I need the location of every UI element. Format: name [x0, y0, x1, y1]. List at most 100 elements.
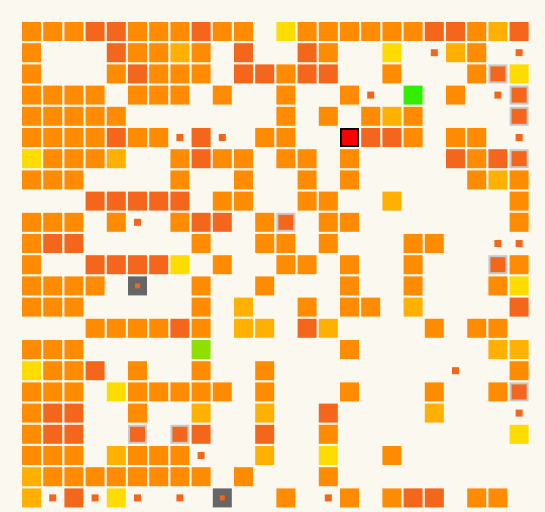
tile[interactable] [43, 276, 63, 296]
tile[interactable] [488, 318, 508, 338]
tile[interactable] [297, 170, 317, 190]
tile[interactable] [43, 149, 63, 169]
tile[interactable] [106, 128, 126, 147]
tile[interactable] [318, 234, 338, 253]
tile[interactable] [85, 85, 105, 105]
tile[interactable] [22, 128, 41, 147]
tile[interactable] [340, 382, 359, 402]
small-tile[interactable] [494, 240, 502, 247]
tile[interactable] [191, 212, 211, 232]
tile[interactable] [22, 85, 41, 105]
tile[interactable] [170, 149, 190, 169]
tile[interactable] [509, 340, 529, 359]
tile[interactable] [191, 424, 211, 444]
tile[interactable] [509, 170, 529, 190]
tile[interactable] [64, 149, 84, 169]
tile[interactable] [234, 149, 253, 169]
tile[interactable] [318, 64, 338, 84]
tile[interactable] [149, 43, 169, 63]
tile[interactable] [85, 149, 105, 169]
tile[interactable] [64, 340, 84, 359]
tile[interactable] [191, 22, 211, 41]
tile[interactable] [106, 106, 126, 126]
tile[interactable] [85, 128, 105, 147]
tile[interactable] [128, 255, 147, 275]
tile[interactable] [403, 488, 423, 508]
tile[interactable] [128, 361, 147, 381]
tile[interactable] [106, 149, 126, 169]
tile[interactable] [106, 64, 126, 84]
tile[interactable] [276, 22, 296, 41]
tile[interactable] [297, 318, 317, 338]
tile[interactable] [446, 22, 465, 41]
small-tile[interactable] [176, 134, 184, 141]
small-tile[interactable] [324, 494, 332, 502]
tile[interactable] [43, 361, 63, 381]
selected-tile[interactable] [340, 128, 359, 147]
tile[interactable] [170, 22, 190, 41]
tile[interactable] [128, 446, 147, 465]
tile[interactable] [255, 403, 275, 423]
tile[interactable] [43, 170, 63, 190]
small-tile[interactable] [430, 49, 438, 57]
tile[interactable] [403, 297, 423, 317]
tile[interactable] [382, 191, 402, 211]
tile[interactable] [318, 212, 338, 232]
tile[interactable] [43, 85, 63, 105]
tile[interactable] [382, 43, 402, 63]
tile[interactable] [43, 22, 63, 41]
tile[interactable] [149, 64, 169, 84]
tile[interactable] [22, 340, 41, 359]
tile[interactable] [509, 64, 529, 84]
tile[interactable] [191, 276, 211, 296]
tile[interactable] [85, 106, 105, 126]
tile[interactable] [128, 467, 147, 487]
tile[interactable] [340, 297, 359, 317]
tile[interactable] [22, 446, 41, 465]
tile[interactable] [170, 318, 190, 338]
small-tile[interactable] [494, 91, 502, 99]
tile[interactable] [318, 446, 338, 465]
tile[interactable] [149, 382, 169, 402]
tile[interactable] [191, 149, 211, 169]
tile[interactable] [191, 403, 211, 423]
tile[interactable] [64, 106, 84, 126]
tile[interactable] [361, 106, 381, 126]
tile[interactable] [22, 22, 41, 41]
tile[interactable] [170, 467, 190, 487]
tile[interactable] [43, 234, 63, 253]
tile[interactable] [488, 488, 508, 508]
tile[interactable] [85, 318, 105, 338]
small-tile[interactable] [91, 494, 99, 502]
tile[interactable] [467, 488, 487, 508]
tile[interactable] [467, 43, 487, 63]
tile[interactable] [85, 467, 105, 487]
tile[interactable] [424, 318, 444, 338]
tile[interactable] [128, 382, 147, 402]
tile[interactable] [382, 128, 402, 147]
tile[interactable] [446, 85, 465, 105]
tile[interactable] [382, 446, 402, 465]
tile[interactable] [64, 488, 84, 508]
tile[interactable] [255, 64, 275, 84]
tile[interactable] [22, 149, 41, 169]
tile[interactable] [170, 212, 190, 232]
tile[interactable] [64, 212, 84, 232]
tile[interactable] [297, 255, 317, 275]
tile[interactable] [234, 297, 253, 317]
tile[interactable] [340, 170, 359, 190]
tile[interactable] [255, 212, 275, 232]
tile[interactable] [191, 234, 211, 253]
small-tile[interactable] [515, 240, 523, 247]
tile[interactable] [234, 170, 253, 190]
tile[interactable] [255, 318, 275, 338]
tile[interactable] [64, 22, 84, 41]
tile[interactable] [149, 467, 169, 487]
tile[interactable] [488, 382, 508, 402]
tile[interactable] [43, 446, 63, 465]
tile[interactable] [191, 361, 211, 381]
tile[interactable] [509, 276, 529, 296]
small-tile[interactable] [515, 49, 523, 57]
tile[interactable] [170, 64, 190, 84]
small-tile[interactable] [218, 134, 226, 141]
